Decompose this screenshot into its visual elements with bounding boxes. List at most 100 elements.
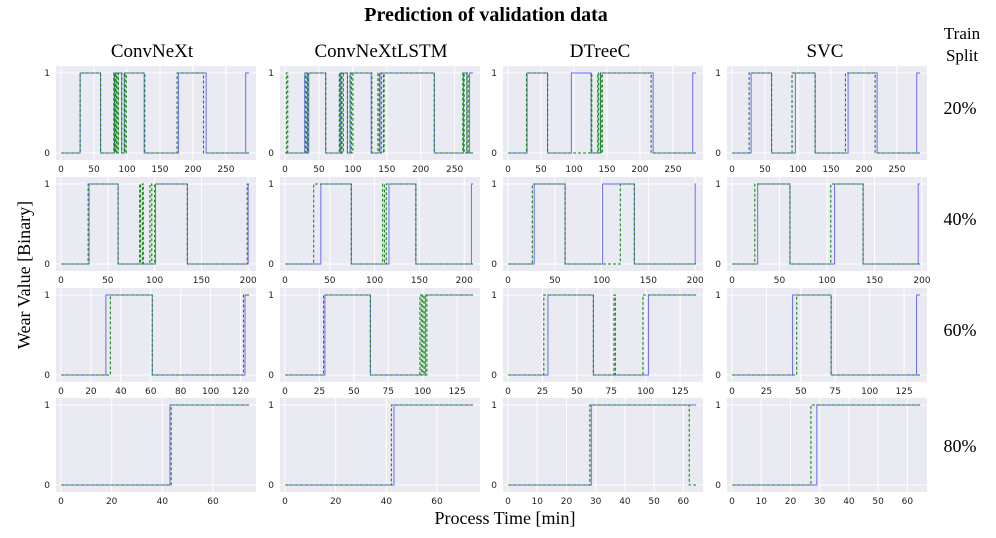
predicted-series-line [732,183,921,265]
x-tick-label: 125 [449,387,466,397]
x-tick-label: 200 [687,276,704,286]
y-tick-label: 1 [44,291,50,301]
x-tick-label: 40 [619,497,631,507]
x-tick-label: 200 [240,276,257,286]
x-tick-label: 25 [761,387,772,397]
x-tick-label: 20 [561,497,573,507]
x-tick-label: 120 [232,387,249,397]
actual-series-line [732,72,921,154]
panel-background [503,288,703,382]
panel-background [727,288,927,382]
y-tick-label: 0 [44,149,50,159]
x-tick-label: 10 [532,497,544,507]
panel-dtreec-20: 0 50 100 150 200 250 0 1 [491,66,703,175]
x-tick-label: 50 [648,497,660,507]
x-tick-label: 125 [672,387,689,397]
x-tick-label: 0 [729,165,735,175]
y-tick-label: 1 [715,180,721,190]
predicted-series-line [285,294,474,376]
x-tick-label: 0 [58,497,64,507]
x-tick-label: 100 [366,276,383,286]
x-tick-label: 200 [184,165,201,175]
column-title-svc: SVC [807,41,844,62]
panel-convnext-40: 0 50 100 150 200 0 1 [44,177,257,286]
panel-convnextlstm-60: 0 25 50 75 100 125 0 1 [268,288,480,397]
x-tick-label: 0 [282,165,288,175]
x-tick-label: 80 [175,387,187,397]
predicted-series-line [508,294,697,376]
predicted-series-line [508,183,697,265]
panel-convnextlstm-80: 0 20 40 60 0 1 [268,398,480,507]
y-tick-label: 0 [715,371,721,381]
column-title-convnextlstm: ConvNeXtLSTM [315,41,448,62]
x-tick-label: 40 [157,497,169,507]
y-tick-label: 0 [491,149,497,159]
panel-background [280,398,480,492]
x-tick-label: 100 [861,387,878,397]
predicted-series-line [732,72,921,154]
x-tick-label: 25 [314,387,325,397]
panel-background [56,288,256,382]
y-tick-label: 1 [491,69,497,79]
x-tick-label: 40 [115,387,127,397]
x-tick-label: 50 [348,387,360,397]
panel-convnext-20: 0 50 100 150 200 250 0 1 [44,66,256,175]
x-tick-label: 150 [193,276,210,286]
actual-series-line [285,183,474,265]
x-tick-label: 0 [729,387,735,397]
x-tick-label: 150 [640,276,657,286]
actual-series-line [285,404,474,486]
x-tick-label: 0 [58,165,64,175]
x-tick-label: 20 [85,387,97,397]
panel-convnext-60: 0 20 40 60 80 100 120 0 1 [44,288,256,397]
x-tick-label: 50 [872,497,884,507]
y-tick-label: 1 [268,180,274,190]
x-tick-label: 0 [58,276,64,286]
y-tick-label: 0 [44,371,50,381]
x-tick-label: 0 [505,387,511,397]
y-tick-label: 1 [44,401,50,411]
x-tick-label: 200 [631,165,648,175]
y-tick-label: 1 [44,180,50,190]
x-tick-label: 100 [789,165,806,175]
predicted-series-line [61,183,250,265]
x-tick-label: 100 [818,276,835,286]
y-tick-label: 1 [491,401,497,411]
predicted-series-line [508,404,697,486]
predicted-series-line [285,72,474,154]
x-tick-label: 150 [151,165,168,175]
y-tick-label: 0 [44,260,50,270]
x-tick-label: 75 [830,387,841,397]
y-tick-label: 0 [715,260,721,270]
y-tick-label: 1 [44,69,50,79]
y-tick-label: 1 [715,69,721,79]
x-tick-label: 100 [202,387,219,397]
y-tick-label: 0 [268,481,274,491]
x-tick-label: 50 [313,165,325,175]
y-tick-label: 0 [491,481,497,491]
panel-background [727,398,927,492]
x-tick-label: 200 [855,165,872,175]
x-tick-label: 100 [414,387,431,397]
predicted-series-line [732,294,921,376]
x-tick-label: 0 [729,497,735,507]
x-tick-label: 50 [774,276,786,286]
x-tick-label: 20 [330,497,342,507]
panel-dtreec-40: 0 50 100 150 200 0 1 [491,177,704,286]
y-axis-label: Wear Value [Binary] [14,201,34,349]
x-tick-label: 25 [537,387,548,397]
x-tick-label: 60 [145,387,157,397]
panel-dtreec-80: 0 10 20 30 40 50 60 0 1 [491,398,703,507]
x-tick-label: 100 [593,276,610,286]
x-tick-label: 100 [344,165,361,175]
y-tick-label: 1 [268,401,274,411]
actual-series-line [61,404,250,486]
panel-convnext-80: 0 20 40 60 0 1 [44,398,256,507]
y-tick-label: 0 [44,481,50,491]
x-tick-label: 75 [606,387,617,397]
y-tick-label: 0 [715,481,721,491]
x-tick-label: 200 [412,165,429,175]
y-tick-label: 1 [491,180,497,190]
x-tick-label: 60 [207,497,219,507]
